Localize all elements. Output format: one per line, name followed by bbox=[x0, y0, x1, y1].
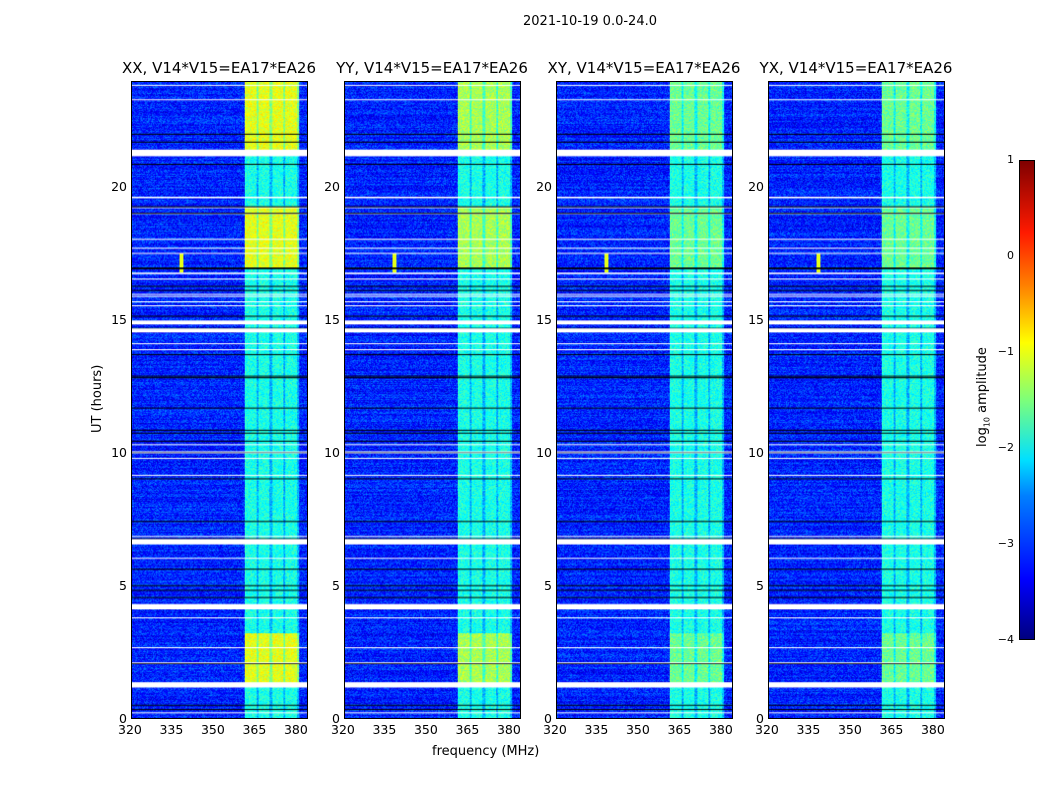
x-tick-label: 320 bbox=[755, 722, 779, 737]
heatmap-image bbox=[769, 82, 944, 718]
x-tick-label: 335 bbox=[796, 722, 821, 737]
x-tick-label: 350 bbox=[413, 722, 438, 737]
y-tick-label: 0 bbox=[756, 711, 764, 726]
x-tick-label: 380 bbox=[283, 722, 308, 737]
colorbar-tick-label: 1 bbox=[1007, 153, 1014, 166]
y-tick-label: 20 bbox=[324, 179, 340, 195]
colorbar-tick-label: −3 bbox=[997, 537, 1014, 550]
y-tick-label: 10 bbox=[536, 445, 552, 461]
figure-title: 2021-10-19 0.0-24.0 bbox=[523, 14, 657, 29]
x-tick-label: 380 bbox=[920, 722, 945, 737]
colorbar-label: log10 amplitude bbox=[975, 347, 992, 447]
y-tick-label: 5 bbox=[756, 578, 764, 594]
y-tick-label: 15 bbox=[324, 312, 340, 328]
x-tick-label: 380 bbox=[708, 722, 733, 737]
y-tick-label: 10 bbox=[111, 445, 127, 461]
y-tick-label: 0 bbox=[119, 711, 127, 726]
y-tick-label: 15 bbox=[748, 312, 764, 328]
colorbar bbox=[1019, 160, 1035, 640]
x-tick-label: 320 bbox=[118, 722, 142, 737]
x-tick-label: 320 bbox=[331, 722, 355, 737]
y-tick-label: 5 bbox=[332, 578, 340, 594]
heatmap-image bbox=[345, 82, 520, 718]
y-tick-label: 20 bbox=[748, 179, 764, 195]
y-tick-label: 10 bbox=[748, 445, 764, 461]
x-tick-label: 320 bbox=[543, 722, 567, 737]
heatmap-panel-0 bbox=[131, 81, 308, 719]
x-tick-label: 365 bbox=[455, 722, 480, 737]
x-tick-label: 350 bbox=[200, 722, 225, 737]
y-tick-label: 0 bbox=[332, 711, 340, 726]
y-tick-label: 15 bbox=[536, 312, 552, 328]
colorbar-tick-label: 0 bbox=[1007, 249, 1014, 262]
heatmap-panel-2 bbox=[556, 81, 733, 719]
x-axis-label: frequency (MHz) bbox=[432, 744, 540, 759]
x-tick-label: 335 bbox=[584, 722, 609, 737]
heatmap-image bbox=[132, 82, 307, 718]
y-tick-label: 20 bbox=[111, 179, 127, 195]
colorbar-tick-label: −1 bbox=[997, 345, 1014, 358]
y-tick-label: 20 bbox=[536, 179, 552, 195]
x-tick-label: 365 bbox=[667, 722, 692, 737]
x-tick-label: 380 bbox=[496, 722, 521, 737]
x-tick-label: 365 bbox=[879, 722, 904, 737]
x-tick-label: 365 bbox=[242, 722, 267, 737]
panel-title: XX, V14*V15=EA17*EA26 bbox=[121, 59, 316, 77]
heatmap-panel-1 bbox=[344, 81, 521, 719]
y-tick-label: 10 bbox=[324, 445, 340, 461]
colorbar-tick-label: −4 bbox=[997, 633, 1014, 646]
y-tick-label: 5 bbox=[544, 578, 552, 594]
x-tick-label: 350 bbox=[837, 722, 862, 737]
y-axis-label: UT (hours) bbox=[90, 364, 105, 433]
x-tick-label: 350 bbox=[625, 722, 650, 737]
heatmap-image bbox=[557, 82, 732, 718]
x-tick-label: 335 bbox=[159, 722, 184, 737]
y-tick-label: 5 bbox=[119, 578, 127, 594]
y-tick-label: 15 bbox=[111, 312, 127, 328]
panel-title: XY, V14*V15=EA17*EA26 bbox=[547, 59, 741, 77]
panel-title: YX, V14*V15=EA17*EA26 bbox=[759, 59, 953, 77]
heatmap-panel-3 bbox=[768, 81, 945, 719]
y-tick-label: 0 bbox=[544, 711, 552, 726]
x-tick-label: 335 bbox=[372, 722, 397, 737]
colorbar-tick-label: −2 bbox=[997, 441, 1014, 454]
panel-title: YY, V14*V15=EA17*EA26 bbox=[336, 59, 528, 77]
